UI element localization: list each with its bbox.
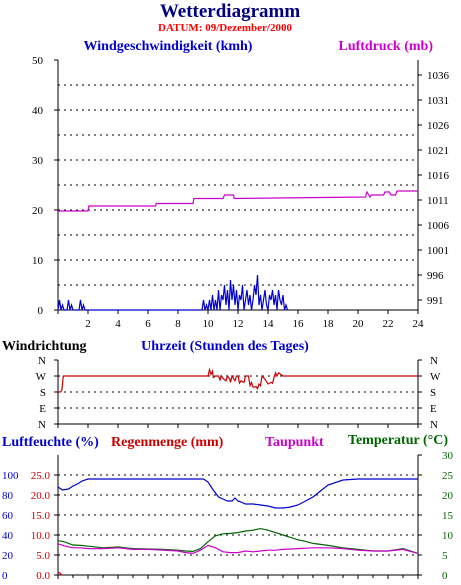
pressure-tick-label: 1016 [427, 170, 450, 182]
wind-direction-label: Windrichtung [2, 339, 87, 354]
rain-series-line [58, 571, 63, 576]
pressure-axis-label: Luftdruck (mb) [338, 39, 433, 54]
hour-tick-label: 6 [145, 318, 151, 330]
wind-pressure-panel: 0102030405099199610011006101110161021102… [32, 55, 450, 330]
direction-right-label: N [430, 355, 438, 367]
wind-speed-tick-label: 30 [32, 155, 44, 167]
temperature-tick-label: 5 [442, 550, 448, 562]
temperature-tick-label: 25 [442, 470, 454, 482]
humidity-axis-label: Luftfeuchte (%) [2, 435, 99, 450]
direction-right-label: S [430, 387, 436, 399]
humidity-series-line [57, 478, 418, 509]
hour-tick-label: 4 [115, 318, 121, 330]
wind-direction-series-line [58, 367, 418, 393]
hour-tick-label: 16 [293, 318, 305, 330]
dewpoint-series-line [57, 543, 419, 555]
wind-speed-tick-label: 20 [32, 205, 44, 217]
humidity-tick-label: 60 [2, 510, 14, 522]
pressure-tick-label: 1026 [427, 120, 450, 132]
hour-tick-label: 14 [263, 318, 275, 330]
direction-left-label: W [36, 371, 47, 383]
humidity-tick-label: 0 [2, 570, 8, 582]
hour-tick-label: 12 [233, 318, 244, 330]
direction-right-label: E [430, 403, 437, 415]
temperature-tick-label: 10 [442, 530, 454, 542]
pressure-tick-label: 996 [427, 270, 444, 282]
humidity-tick-label: 80 [2, 490, 14, 502]
humidity-tick-label: 100 [2, 470, 19, 482]
rain-tick-label: 5.0 [36, 550, 50, 562]
wind-speed-tick-label: 0 [38, 305, 44, 317]
rain-tick-label: 0.0 [36, 570, 50, 582]
hour-tick-label: 22 [383, 318, 394, 330]
wind-speed-tick-label: 50 [32, 55, 44, 67]
wind-speed-axis-label: Windgeschwindigkeit (kmh) [84, 39, 253, 54]
hour-tick-label: 2 [85, 318, 91, 330]
pressure-tick-label: 1036 [427, 70, 450, 82]
hour-tick-label: 10 [203, 318, 215, 330]
temperature-series-line [57, 527, 419, 554]
temperature-axis-label: Temperatur (°C) [348, 433, 448, 448]
humidity-rain-temperature-panel: 0 20 40 60 80 100 0.0 5.0 10.0 15.0 20.0 25.0 0 5 10 15… [2, 450, 454, 582]
temperature-tick-label: 0 [442, 570, 448, 582]
chart-title: Wetterdiagramm [160, 1, 301, 22]
hour-tick-label: 8 [175, 318, 181, 330]
pressure-tick-label: 1001 [427, 245, 449, 257]
humidity-tick-label: 20 [2, 550, 14, 562]
direction-left-label: S [40, 387, 46, 399]
hour-tick-label: 20 [353, 318, 365, 330]
date-label: DATUM: 09/Dezember/2000 [158, 22, 292, 34]
temperature-tick-label: 30 [442, 450, 454, 462]
dewpoint-axis-label: Taupunkt [265, 435, 324, 450]
rain-tick-label: 15.0 [31, 510, 51, 522]
wind-direction-panel: N NW WS SE EN N [36, 355, 441, 431]
rain-tick-label: 25.0 [31, 470, 51, 482]
direction-left-label: N [38, 419, 46, 431]
direction-left-label: E [39, 403, 46, 415]
pressure-tick-label: 1011 [427, 195, 449, 207]
pressure-tick-label: 1006 [427, 220, 450, 232]
direction-right-label: W [430, 371, 441, 383]
wind-speed-tick-label: 40 [32, 105, 44, 117]
hour-tick-label: 18 [323, 318, 335, 330]
direction-right-label: N [430, 419, 438, 431]
temperature-tick-label: 15 [442, 510, 454, 522]
rain-tick-label: 10.0 [31, 530, 51, 542]
humidity-tick-label: 40 [2, 530, 14, 542]
pressure-tick-label: 991 [427, 295, 444, 307]
time-axis-label: Uhrzeit (Stunden des Tages) [141, 339, 309, 354]
rain-axis-label: Regenmenge (mm) [111, 435, 224, 450]
rain-tick-label: 20.0 [31, 490, 51, 502]
pressure-series-line [58, 190, 418, 212]
wind-speed-tick-label: 10 [32, 255, 44, 267]
pressure-tick-label: 1031 [427, 95, 449, 107]
pressure-tick-label: 1021 [427, 145, 449, 157]
temperature-tick-label: 20 [442, 490, 454, 502]
wind-speed-series-line [57, 274, 289, 311]
direction-left-label: N [38, 355, 46, 367]
hour-tick-label: 24 [413, 318, 425, 330]
